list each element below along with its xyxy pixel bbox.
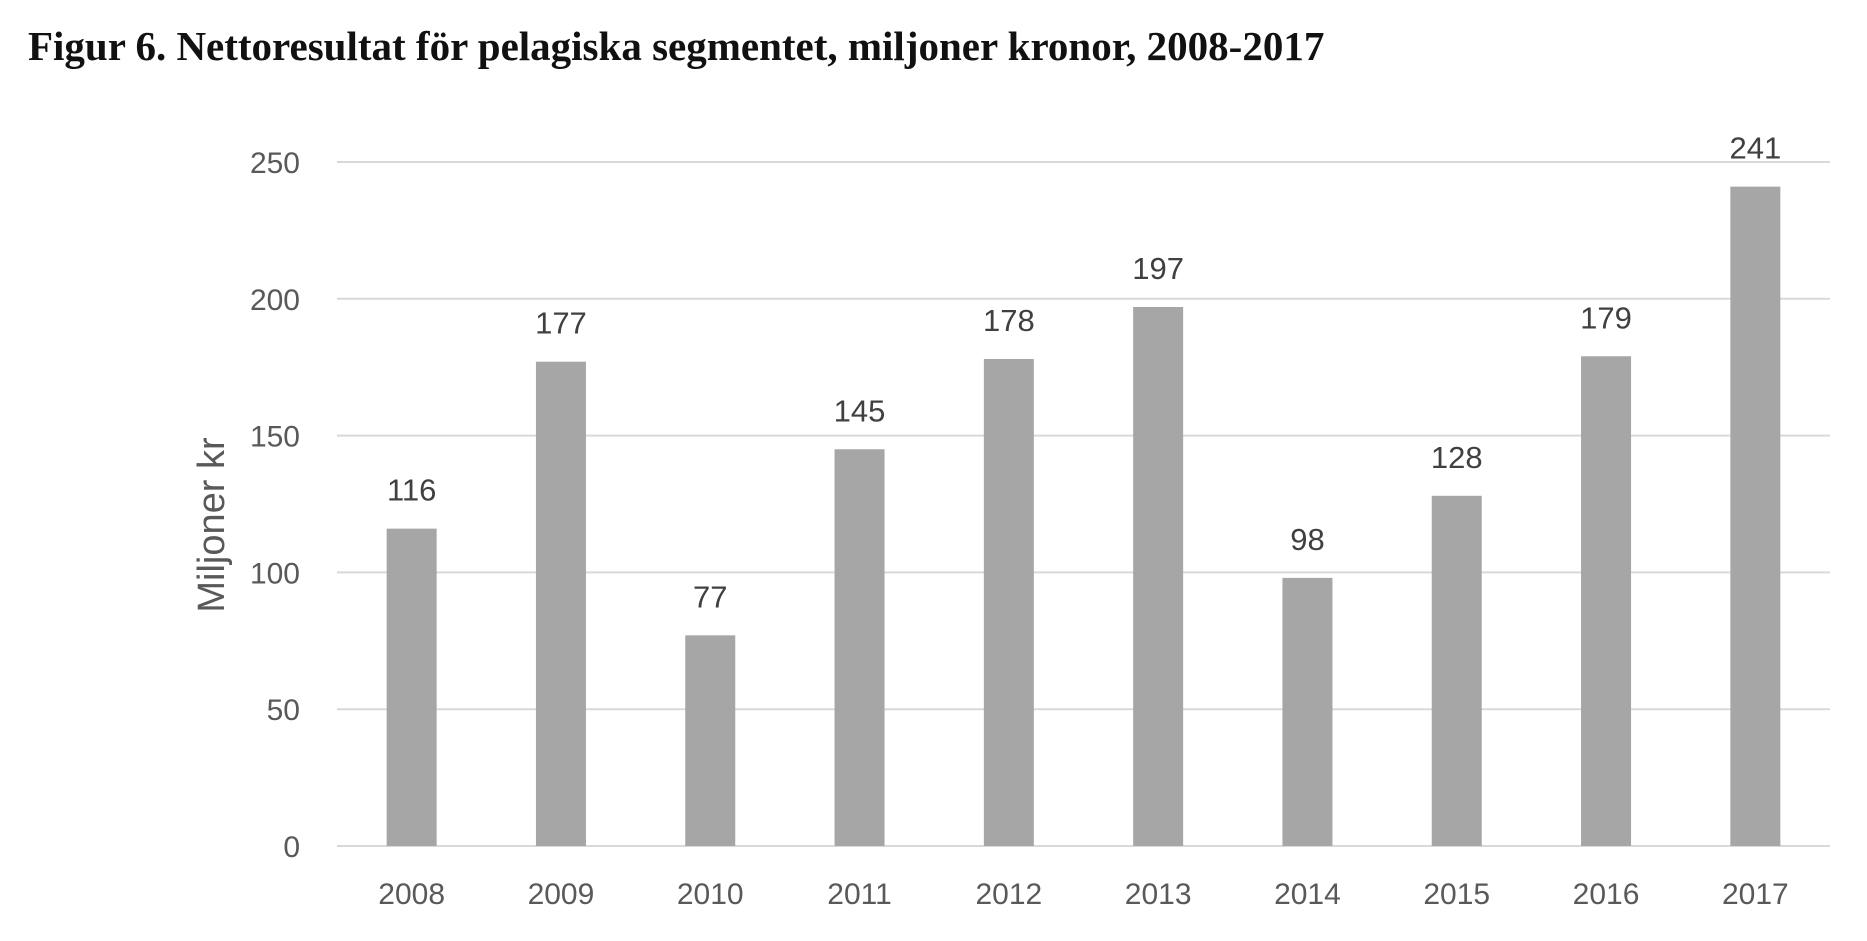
bar-2015 (1431, 495, 1482, 846)
bar-2011 (834, 449, 885, 846)
y-axis-ticks: 0 50 100 150 200 250 (250, 147, 300, 864)
y-tick-label: 150 (250, 421, 300, 454)
figure-title: Figur 6. Nettoresultat för pelagiska seg… (28, 23, 1325, 69)
x-tick-label: 2016 (1573, 878, 1640, 911)
y-tick-label: 250 (250, 147, 300, 180)
x-tick-label: 2009 (528, 878, 595, 911)
y-axis-title: Miljoner kr (191, 437, 233, 613)
bar-2016 (1581, 356, 1632, 846)
data-label: 241 (1729, 131, 1781, 166)
x-tick-label: 2017 (1722, 878, 1789, 911)
bar-2013 (1133, 307, 1184, 846)
bar-2008 (386, 528, 437, 846)
data-label: 177 (535, 306, 587, 341)
data-label: 116 (387, 473, 436, 508)
data-label: 178 (983, 303, 1035, 338)
x-tick-label: 2011 (827, 878, 892, 911)
data-labels: 116 177 77 145 178 197 98 128 179 241 (387, 131, 1781, 615)
data-label: 179 (1580, 300, 1632, 335)
x-tick-label: 2010 (677, 878, 744, 911)
bar-2014 (1282, 577, 1333, 846)
bar-2009 (535, 361, 586, 846)
data-label: 145 (834, 393, 886, 428)
x-axis-ticks: 2008 2009 2010 2011 2012 2013 2014 2015 2016 2017 (378, 878, 1788, 911)
data-label: 197 (1132, 251, 1184, 286)
data-label: 128 (1431, 440, 1483, 475)
bars (386, 186, 1781, 846)
bar-2012 (983, 358, 1034, 846)
y-tick-label: 50 (267, 694, 300, 727)
x-tick-label: 2008 (378, 878, 445, 911)
data-label: 98 (1290, 522, 1324, 557)
x-tick-label: 2014 (1274, 878, 1341, 911)
data-label: 77 (693, 579, 727, 614)
x-tick-label: 2015 (1423, 878, 1490, 911)
bar-2010 (685, 635, 736, 846)
x-tick-label: 2013 (1125, 878, 1192, 911)
x-tick-label: 2012 (975, 878, 1042, 911)
y-tick-label: 200 (250, 284, 300, 317)
bar-2017 (1730, 186, 1781, 846)
y-tick-label: 0 (283, 831, 300, 864)
y-tick-label: 100 (250, 557, 300, 590)
